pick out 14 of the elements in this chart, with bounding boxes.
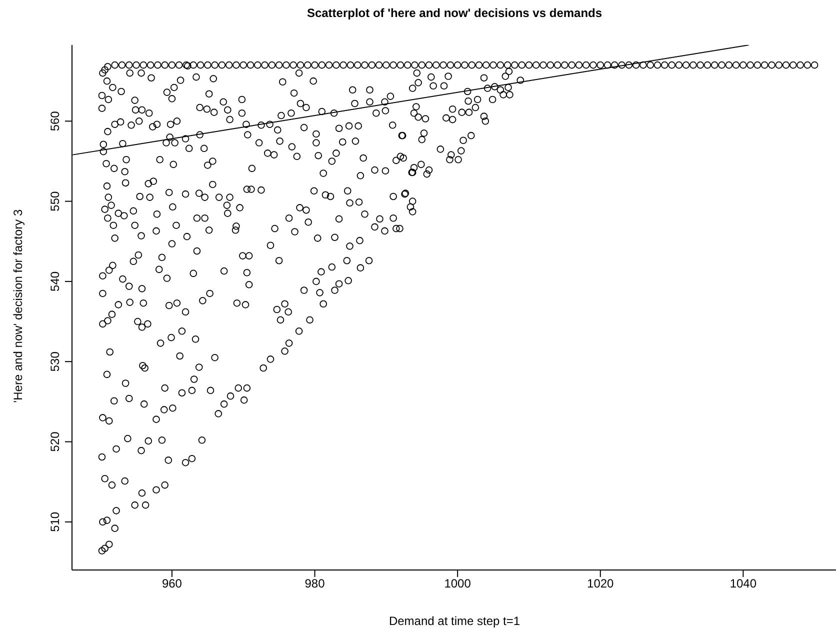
x-tick-label: 1040 (730, 576, 757, 591)
y-tick-label: 560 (48, 110, 62, 132)
y-tick-label: 530 (48, 351, 62, 372)
y-axis-title: 'Here and now' decision for factory 3 (11, 208, 25, 405)
x-tick-label: 1000 (444, 576, 472, 591)
y-tick-label: 510 (48, 512, 62, 532)
x-tick-label: 960 (162, 576, 182, 591)
x-tick-label: 980 (304, 576, 326, 591)
chart-title: Scatterplot of 'here and now' decisions vs demands (306, 6, 604, 20)
y-tick-label: 520 (48, 431, 62, 452)
y-tick-label: 550 (48, 190, 62, 212)
x-tick-label: 1020 (587, 576, 614, 591)
x-axis-title: Demand at time step t=1 (388, 614, 522, 628)
y-tick-label: 540 (48, 271, 62, 292)
